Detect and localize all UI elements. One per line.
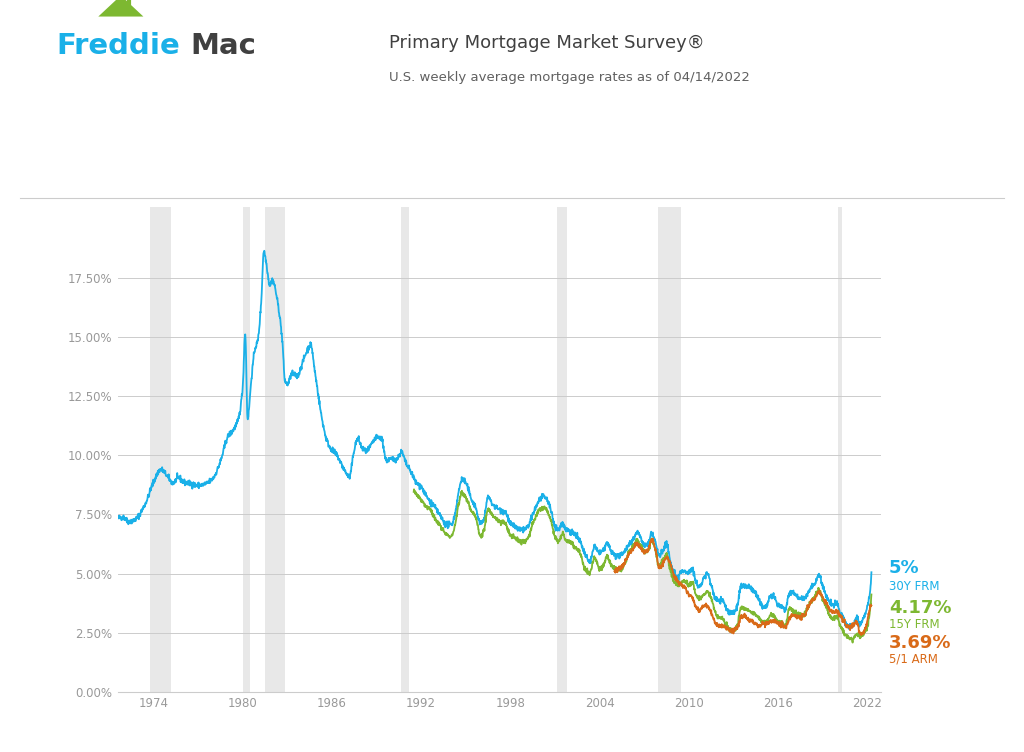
Text: Freddie: Freddie xyxy=(56,32,180,59)
Text: 3.69%: 3.69% xyxy=(889,634,951,652)
Bar xyxy=(150,207,171,692)
Text: U.S. weekly average mortgage rates as of 04/14/2022: U.S. weekly average mortgage rates as of… xyxy=(389,71,750,83)
Bar xyxy=(838,207,843,692)
Bar xyxy=(243,207,250,692)
Text: Primary Mortgage Market Survey®: Primary Mortgage Market Survey® xyxy=(389,34,705,52)
Bar xyxy=(557,207,567,692)
Text: 15Y FRM: 15Y FRM xyxy=(889,618,939,631)
Text: 30Y FRM: 30Y FRM xyxy=(889,580,939,593)
Bar xyxy=(657,207,681,692)
Text: 4.17%: 4.17% xyxy=(889,599,951,617)
Bar xyxy=(401,207,409,692)
Text: Mac: Mac xyxy=(190,32,256,59)
Bar xyxy=(265,207,285,692)
Text: 5%: 5% xyxy=(889,559,920,577)
Text: 5/1 ARM: 5/1 ARM xyxy=(889,653,938,666)
